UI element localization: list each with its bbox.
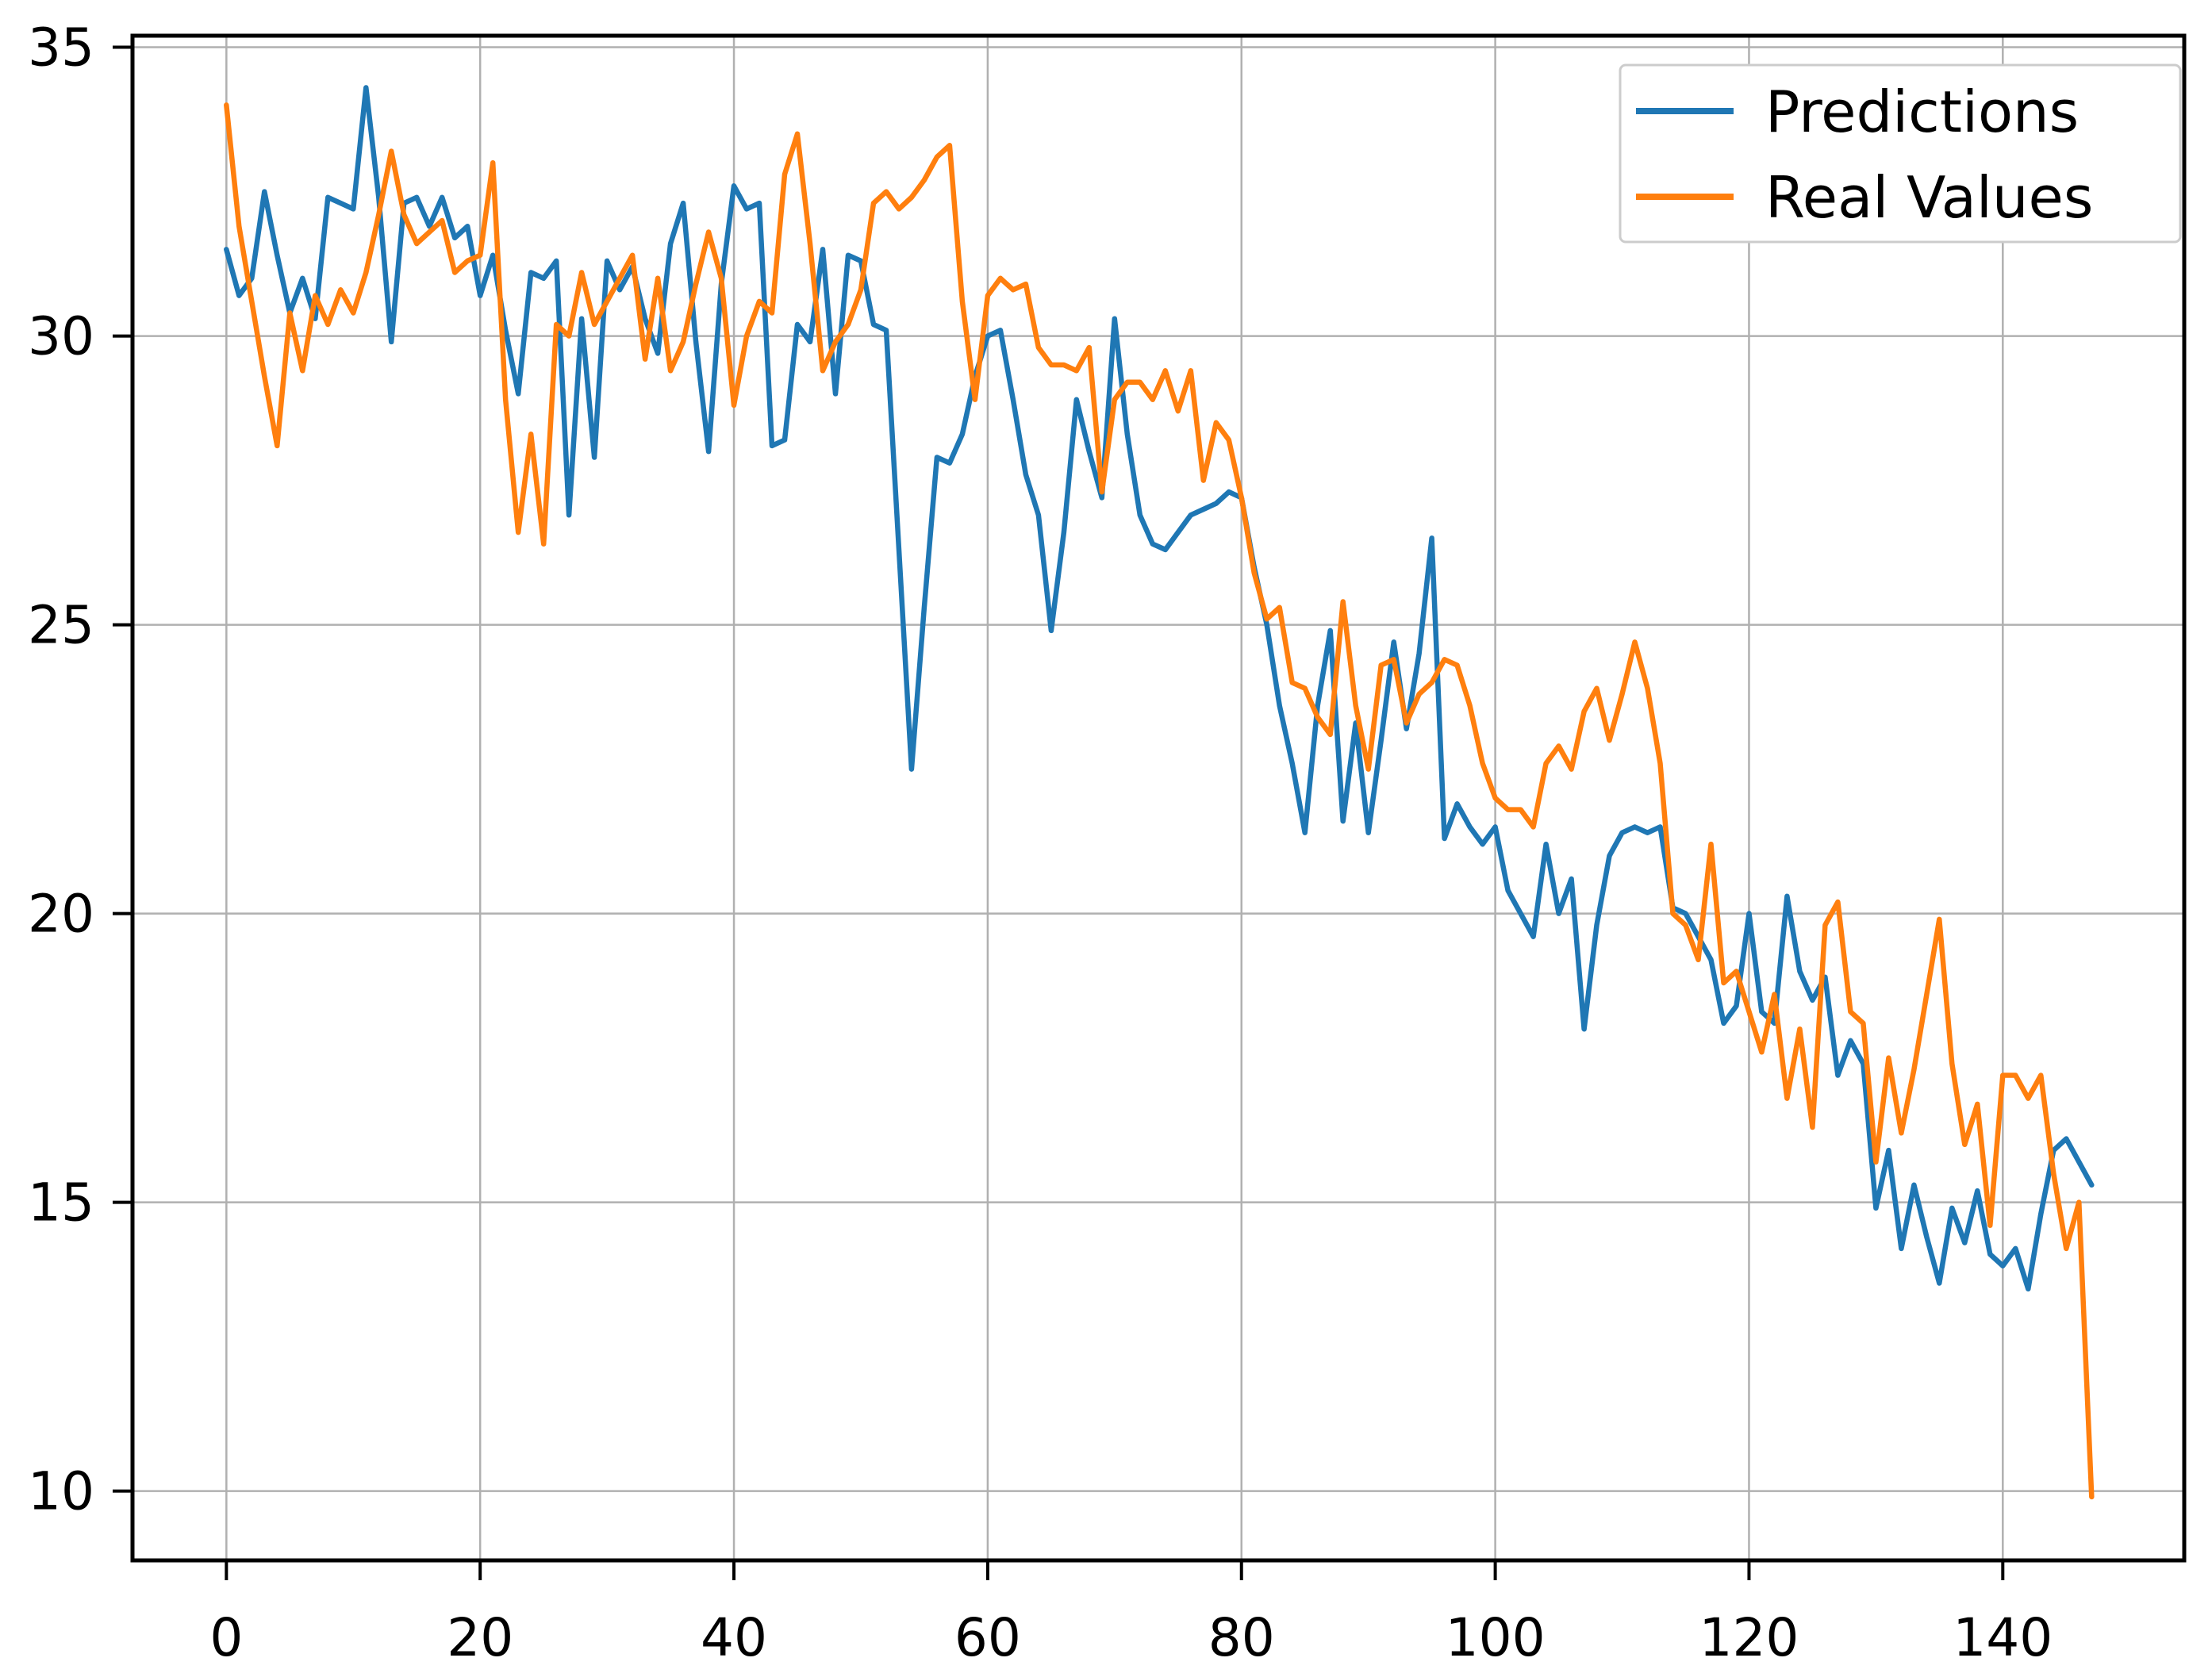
- plot-area: [132, 36, 2184, 1560]
- ticks: 10 15 20 25 30 35 0 20 40 60 80 100 120 140: [28, 17, 2053, 1668]
- x-tick-label: 100: [1446, 1607, 1546, 1668]
- x-tick-label: 20: [447, 1607, 513, 1668]
- x-tick-label: 140: [1953, 1607, 2053, 1668]
- axes-spines: [130, 33, 2187, 1563]
- legend-label-predictions: Predictions: [1765, 79, 2079, 145]
- x-tick-label: 0: [209, 1607, 243, 1668]
- y-tick-label: 25: [28, 595, 94, 656]
- y-tick-label: 10: [28, 1461, 94, 1522]
- x-tick-label: 40: [701, 1607, 767, 1668]
- predictions-line: [224, 85, 2095, 1292]
- real-values-line: [224, 102, 2095, 1500]
- x-tick-label: 120: [1699, 1607, 1799, 1668]
- legend-label-real-values: Real Values: [1765, 164, 2093, 231]
- x-tick-label: 80: [1208, 1607, 1275, 1668]
- y-tick-label: 15: [28, 1172, 94, 1234]
- legend: Predictions Real Values: [1619, 63, 2182, 244]
- y-tick-label: 30: [28, 306, 94, 367]
- y-tick-label: 35: [28, 17, 94, 79]
- y-tick-label: 20: [28, 884, 94, 945]
- legend-box: [1619, 63, 2182, 244]
- x-tick-label: 60: [954, 1607, 1021, 1668]
